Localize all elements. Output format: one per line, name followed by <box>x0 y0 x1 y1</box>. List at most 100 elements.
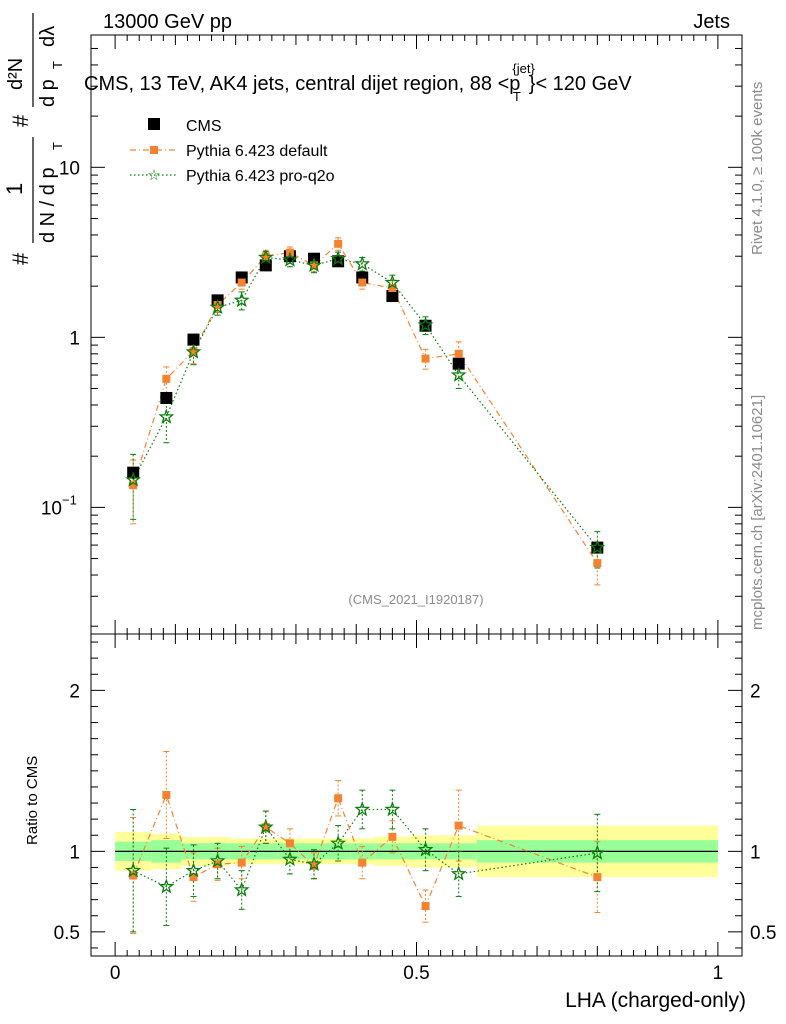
y-label-dN: d N / d p <box>37 167 59 243</box>
ratio-y-tick-label-right: 2 <box>750 681 761 702</box>
ratio-point-proq2o <box>281 851 298 867</box>
ratio-point-proq2o <box>354 801 371 817</box>
ratio-y-tick-label: 0.5 <box>54 923 80 944</box>
ratio-point-default <box>237 858 246 867</box>
plot-title-sub: T <box>513 89 521 104</box>
data-point-cms <box>386 290 399 303</box>
series-line-default <box>132 242 598 564</box>
ratio-point-default <box>162 791 171 799</box>
ratio-point-proq2o <box>209 852 226 868</box>
data-point-default <box>454 349 463 358</box>
ratio-uncertainty-bands <box>115 825 718 878</box>
analysis-id: (CMS_2021_I1920187) <box>348 592 483 607</box>
data-point-default <box>593 559 602 568</box>
y-axis-label: # 1 d N / d p T # d²N d p T dλ <box>2 13 65 265</box>
y-label-T2: T <box>50 61 65 69</box>
data-point-proq2o <box>354 255 371 271</box>
y-label-T1: T <box>50 142 65 150</box>
data-point-default <box>237 278 246 287</box>
legend-label-default: Pythia 6.423 default <box>186 143 328 160</box>
ratio-point-default <box>593 873 602 882</box>
ratio-point-proq2o <box>384 801 401 817</box>
x-tick-label: 1 <box>713 963 724 984</box>
data-point-default <box>129 481 138 490</box>
ratio-point-proq2o <box>125 862 142 878</box>
ratio-point-default <box>310 861 319 870</box>
y-label-hash2: # <box>8 114 33 127</box>
ratio-point-proq2o <box>306 855 322 871</box>
series-line-proq2o <box>132 256 598 548</box>
legend-marker-proq2o: ☆ <box>147 167 160 184</box>
data-point-default <box>261 252 270 261</box>
y-tick-label: 1 <box>69 328 80 349</box>
data-point-default <box>334 239 343 248</box>
ratio-y-tick-label-right: 1 <box>750 842 761 863</box>
data-point-proq2o <box>306 257 322 273</box>
x-tick-label: 0.5 <box>403 963 429 984</box>
legend: CMS Pythia 6.423 default ☆ Pythia 6.423 … <box>130 118 335 185</box>
data-point-default <box>421 354 430 363</box>
ratio-point-default <box>334 794 343 803</box>
x-tick-label: 0 <box>110 963 121 984</box>
ratio-point-proq2o <box>257 818 274 834</box>
ratio-point-default <box>261 823 270 832</box>
data-point-proq2o <box>330 250 347 266</box>
x-axis-label: LHA (charged-only) <box>565 989 746 1012</box>
data-point-proq2o <box>589 539 606 555</box>
data-point-cms <box>160 391 173 404</box>
data-point-proq2o <box>281 251 298 267</box>
ratio-point-proq2o <box>158 878 175 894</box>
header-left: 13000 GeV pp <box>103 11 232 33</box>
data-point-proq2o <box>185 343 202 359</box>
ratio-point-default <box>285 839 294 848</box>
legend-label-proq2o: Pythia 6.423 pro-q2o <box>186 168 335 185</box>
plot-title-tail: }< 120 GeV <box>529 73 633 95</box>
y-tick-label-exp: −1 <box>62 492 77 507</box>
data-point-cms <box>259 259 272 272</box>
ratio-point-default <box>129 871 138 880</box>
mcplots-label: mcplots.cern.ch [arXiv:2401.10621] <box>749 395 766 630</box>
legend-label-cms: CMS <box>186 118 222 135</box>
header-right: Jets <box>693 11 730 33</box>
data-point-default <box>162 374 171 383</box>
plot-title-sup: {jet} <box>512 61 535 76</box>
data-point-proq2o <box>384 274 401 290</box>
data-point-default <box>388 284 397 293</box>
plot-title: CMS, 13 TeV, AK4 jets, central dijet reg… <box>84 61 632 104</box>
main-series-layer <box>125 237 606 586</box>
data-point-default <box>310 261 319 270</box>
data-point-proq2o <box>125 471 142 487</box>
ratio-point-default <box>421 902 430 911</box>
data-point-proq2o <box>209 299 226 315</box>
data-point-default <box>189 347 198 356</box>
data-point-proq2o <box>417 316 434 332</box>
ratio-point-proq2o <box>589 844 606 860</box>
data-point-proq2o <box>450 366 467 382</box>
ratio-y-tick-label-right: 0.5 <box>750 923 776 944</box>
y-label-hash1: # <box>8 252 33 265</box>
legend-marker-default <box>150 146 158 154</box>
ratio-y-label: Ratio to CMS <box>24 756 41 845</box>
ratio-plot-frame <box>90 633 743 957</box>
ratio-y-tick-label: 2 <box>69 681 80 702</box>
ratio-point-proq2o <box>233 881 250 897</box>
y-tick-label: 10 <box>59 158 80 179</box>
data-point-default <box>358 278 367 287</box>
ratio-point-default <box>388 832 397 841</box>
plot-title-main: CMS, 13 TeV, AK4 jets, central dijet reg… <box>84 73 520 95</box>
legend-marker-cms <box>148 118 160 130</box>
ratio-point-default <box>358 858 367 867</box>
ratio-point-proq2o <box>417 841 434 857</box>
data-point-cms <box>452 357 465 370</box>
ratio-point-proq2o <box>185 862 202 878</box>
ratio-point-proq2o <box>330 834 347 851</box>
y-label-one: 1 <box>2 183 27 195</box>
y-label-d2N: d²N <box>5 58 27 90</box>
data-point-proq2o <box>233 292 250 308</box>
data-point-default <box>213 300 222 309</box>
ratio-point-default <box>454 821 463 830</box>
y-label-dp: d p <box>37 79 59 107</box>
data-point-cms <box>187 333 200 346</box>
